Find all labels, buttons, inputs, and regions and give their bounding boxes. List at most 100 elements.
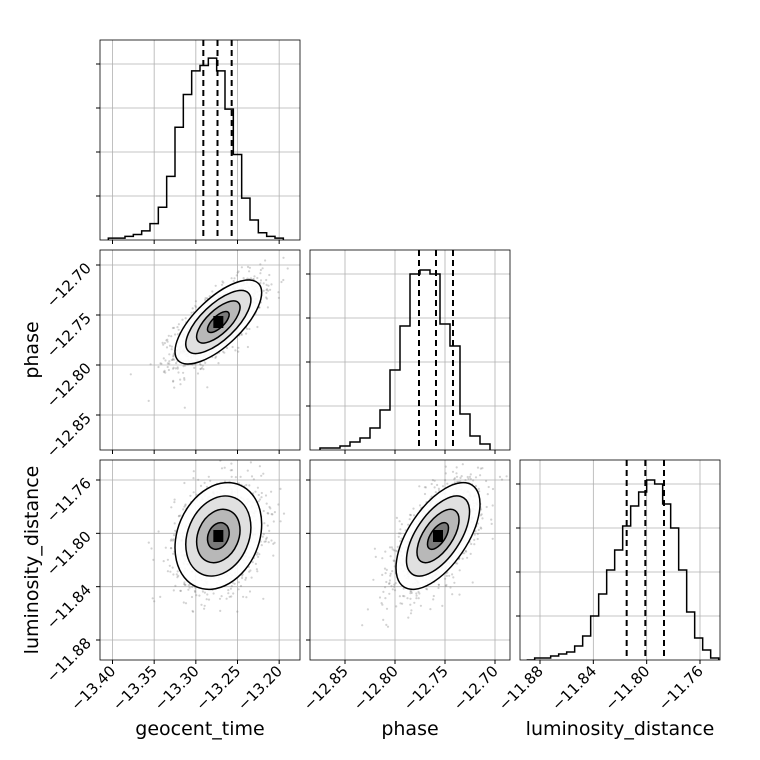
scatter-point bbox=[214, 356, 217, 359]
scatter-point bbox=[395, 605, 398, 608]
scatter-point bbox=[199, 484, 203, 487]
scatter-point bbox=[464, 549, 467, 553]
scatter-point bbox=[481, 517, 484, 520]
scatter-point bbox=[162, 343, 165, 346]
scatter-point bbox=[173, 501, 176, 504]
scatter-point bbox=[256, 325, 259, 329]
y-tick-label: −12.75 bbox=[43, 309, 95, 361]
scatter-point bbox=[437, 583, 440, 586]
scatter-point bbox=[389, 555, 392, 558]
scatter-point bbox=[177, 328, 180, 331]
x-axis-label: luminosity_distance bbox=[526, 718, 715, 740]
scatter-point bbox=[171, 566, 174, 569]
scatter-point bbox=[469, 473, 472, 476]
scatter-point bbox=[240, 266, 243, 269]
scatter-point bbox=[476, 466, 480, 469]
scatter-point bbox=[192, 470, 195, 473]
scatter-point bbox=[170, 538, 173, 541]
scatter-point bbox=[385, 623, 388, 627]
scatter-point bbox=[256, 551, 259, 554]
scatter-point bbox=[464, 479, 467, 482]
scatter-point bbox=[151, 597, 154, 600]
scatter-point bbox=[394, 582, 397, 585]
scatter-point bbox=[237, 270, 240, 273]
scatter-point bbox=[176, 367, 179, 370]
scatter-point bbox=[182, 365, 185, 368]
scatter-point bbox=[230, 469, 234, 472]
scatter-point bbox=[471, 581, 474, 584]
scatter-point bbox=[209, 479, 212, 482]
scatter-point bbox=[181, 318, 184, 321]
scatter-point bbox=[410, 590, 413, 593]
scatter-point bbox=[441, 485, 445, 488]
scatter-point bbox=[473, 543, 476, 546]
scatter-point bbox=[249, 277, 253, 280]
scatter-point bbox=[390, 546, 393, 549]
scatter-point bbox=[203, 591, 206, 594]
scatter-point bbox=[279, 487, 282, 490]
scatter-point bbox=[398, 520, 401, 523]
scatter-point bbox=[172, 573, 175, 576]
scatter-point bbox=[473, 538, 476, 542]
scatter-point bbox=[490, 522, 493, 526]
scatter-point bbox=[241, 576, 244, 580]
scatter-point bbox=[192, 491, 195, 494]
x-axis-label: phase bbox=[381, 718, 438, 740]
scatter-point bbox=[436, 483, 439, 487]
scatter-point bbox=[446, 482, 449, 485]
scatter-point bbox=[433, 486, 436, 489]
scatter-point bbox=[171, 357, 175, 361]
panel-frame bbox=[99, 249, 301, 451]
scatter-point bbox=[172, 326, 176, 329]
scatter-point bbox=[463, 552, 466, 555]
scatter-point bbox=[225, 597, 228, 600]
scatter-point bbox=[152, 558, 155, 562]
density-peak bbox=[433, 530, 443, 542]
grid bbox=[520, 460, 720, 660]
scatter-point bbox=[223, 351, 226, 354]
scatter-point bbox=[409, 514, 412, 517]
scatter-point bbox=[232, 280, 235, 283]
scatter-point bbox=[262, 289, 265, 292]
scatter-point bbox=[249, 461, 252, 464]
histogram-step-line bbox=[526, 479, 720, 660]
scatter-point bbox=[485, 505, 488, 509]
scatter-point bbox=[177, 574, 180, 578]
scatter-point bbox=[175, 573, 178, 576]
scatter-point bbox=[183, 581, 186, 584]
scatter-point bbox=[270, 283, 273, 286]
scatter-point bbox=[199, 367, 202, 370]
scatter-point bbox=[163, 342, 166, 345]
scatter-point bbox=[491, 487, 495, 491]
scatter-point bbox=[176, 326, 179, 329]
scatter-point bbox=[208, 295, 211, 298]
y-tick-label: −12.80 bbox=[43, 359, 95, 411]
scatter-point bbox=[227, 589, 230, 592]
scatter-point bbox=[203, 607, 206, 610]
scatter-point bbox=[472, 479, 475, 482]
scatter-point bbox=[444, 472, 447, 475]
scatter-point bbox=[179, 589, 182, 592]
scatter-point bbox=[479, 467, 482, 470]
scatter-point bbox=[249, 569, 252, 572]
scatter-point bbox=[220, 283, 224, 286]
scatter-point bbox=[476, 532, 479, 536]
scatter-point bbox=[259, 279, 263, 282]
scatter-point bbox=[432, 594, 435, 598]
scatter-point bbox=[169, 539, 172, 542]
scatter-point bbox=[469, 552, 472, 556]
scatter-point bbox=[184, 583, 187, 587]
scatter-point bbox=[241, 574, 244, 577]
scatter-point bbox=[460, 475, 463, 478]
x-tick-label: −13.20 bbox=[234, 662, 286, 714]
scatter-point bbox=[258, 306, 261, 309]
scatter-point bbox=[456, 480, 459, 483]
scatter-point bbox=[160, 362, 163, 365]
scatter-point bbox=[234, 476, 237, 479]
scatter-point bbox=[237, 581, 240, 584]
y-tick-label: −12.70 bbox=[43, 259, 95, 311]
scatter-point bbox=[183, 583, 186, 586]
scatter-point bbox=[173, 358, 176, 361]
scatter-point bbox=[183, 406, 186, 409]
scatter-point bbox=[263, 522, 266, 525]
